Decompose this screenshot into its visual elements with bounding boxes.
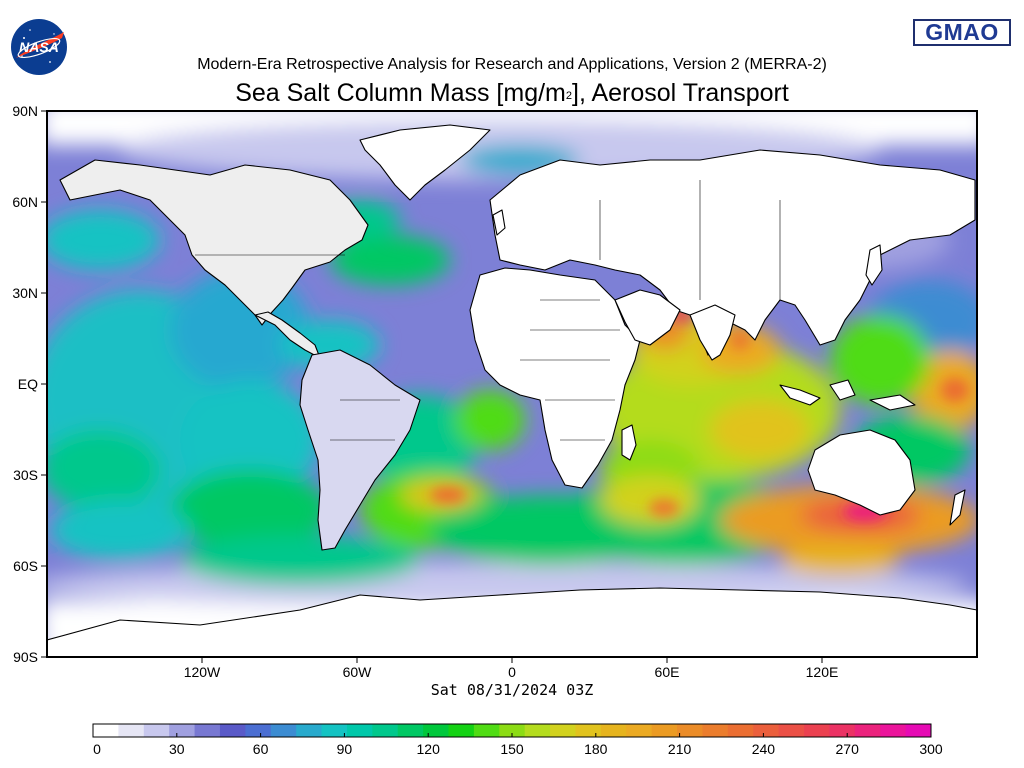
lon-label-120w: 120W xyxy=(184,664,221,680)
colorbar-segment xyxy=(702,724,729,737)
colorbar-tick-label: 270 xyxy=(836,741,860,757)
title-main: Sea Salt Column Mass [mg/m xyxy=(235,79,566,107)
colorbar-segment xyxy=(804,724,830,737)
colorbar-segment xyxy=(372,724,399,737)
colorbar-segment xyxy=(829,724,856,737)
lat-label-30n: 30N xyxy=(12,285,38,301)
colorbar-segment xyxy=(524,724,551,737)
colorbar-tick-label: 30 xyxy=(169,741,185,757)
colorbar-segment xyxy=(169,724,196,737)
colorbar-segment xyxy=(778,724,805,737)
colorbar-tick-label: 180 xyxy=(584,741,608,757)
map-title: Sea Salt Column Mass [mg/m2], Aerosol Tr… xyxy=(0,78,1024,108)
colorbar-segment xyxy=(575,724,602,737)
colorbar-tick-label: 60 xyxy=(253,741,269,757)
colorbar-segment xyxy=(550,724,576,737)
colorbar-segment xyxy=(321,724,348,737)
colorbar-segment xyxy=(880,724,907,737)
colorbar-segment xyxy=(448,724,475,737)
map-subtitle: Modern-Era Retrospective Analysis for Re… xyxy=(197,56,827,73)
colorbar-tick-label: 0 xyxy=(93,741,101,757)
colorbar-segment xyxy=(143,724,170,737)
lon-label-60w: 60W xyxy=(343,664,373,680)
lon-label-120e: 120E xyxy=(806,664,839,680)
latitude-axis: 90N 60N 30N EQ 30S 60S 90S xyxy=(12,103,47,665)
lat-label-30s: 30S xyxy=(13,467,38,483)
colorbar-segment xyxy=(245,724,272,737)
colorbar-segment xyxy=(346,724,373,737)
colorbar-ticks: 0 30 60 90 120 150 180 210 240 270 300 xyxy=(92,733,943,757)
colorbar-segment xyxy=(727,724,754,737)
colorbar-segment xyxy=(600,724,627,737)
lat-label-eq: EQ xyxy=(18,376,38,392)
lon-label-0: 0 xyxy=(508,664,516,680)
colorbar-segment xyxy=(194,724,221,737)
colorbar-segments xyxy=(93,724,932,737)
colorbar-segment xyxy=(651,724,678,737)
colorbar-segment xyxy=(626,724,653,737)
colorbar-tick-label: 210 xyxy=(668,741,692,757)
title-end: ], Aerosol Transport xyxy=(572,79,789,107)
valid-time: Sat 08/31/2024 03Z xyxy=(430,681,594,699)
gmao-logo-text: GMAO xyxy=(925,19,999,45)
colorbar-segment xyxy=(473,724,500,737)
lat-label-90n: 90N xyxy=(12,103,38,119)
lat-label-60s: 60S xyxy=(13,558,38,574)
sea-salt-field xyxy=(47,111,977,657)
colorbar-segment xyxy=(270,724,297,737)
lon-label-60e: 60E xyxy=(655,664,680,680)
colorbar-segment xyxy=(296,724,323,737)
colorbar-tick-label: 120 xyxy=(417,741,441,757)
nasa-logo: NASA xyxy=(11,19,67,75)
colorbar-segment xyxy=(854,724,881,737)
title-superscript: 2 xyxy=(565,90,572,102)
longitude-axis: 120W 60W 0 60E 120E xyxy=(184,657,839,680)
colorbar-segment xyxy=(93,724,119,737)
colorbar-segment xyxy=(118,724,145,737)
borders xyxy=(195,180,781,441)
colorbar: 0 30 60 90 120 150 180 210 240 270 300 xyxy=(92,723,943,757)
lat-label-60n: 60N xyxy=(12,194,38,210)
colorbar-tick-label: 90 xyxy=(337,741,353,757)
nasa-logo-text: NASA xyxy=(19,39,59,55)
colorbar-tick-label: 240 xyxy=(752,741,776,757)
lat-label-90s: 90S xyxy=(13,649,38,665)
colorbar-tick-label: 150 xyxy=(500,741,524,757)
colorbar-segment xyxy=(423,724,450,737)
colorbar-segment xyxy=(905,724,932,737)
colorbar-segment xyxy=(219,724,246,737)
colorbar-tick-label: 300 xyxy=(919,741,943,757)
colorbar-segment xyxy=(753,724,780,737)
gmao-logo: GMAO xyxy=(913,19,1011,46)
colorbar-segment xyxy=(397,724,424,737)
colorbar-segment xyxy=(677,724,703,737)
colorbar-segment xyxy=(499,724,526,737)
